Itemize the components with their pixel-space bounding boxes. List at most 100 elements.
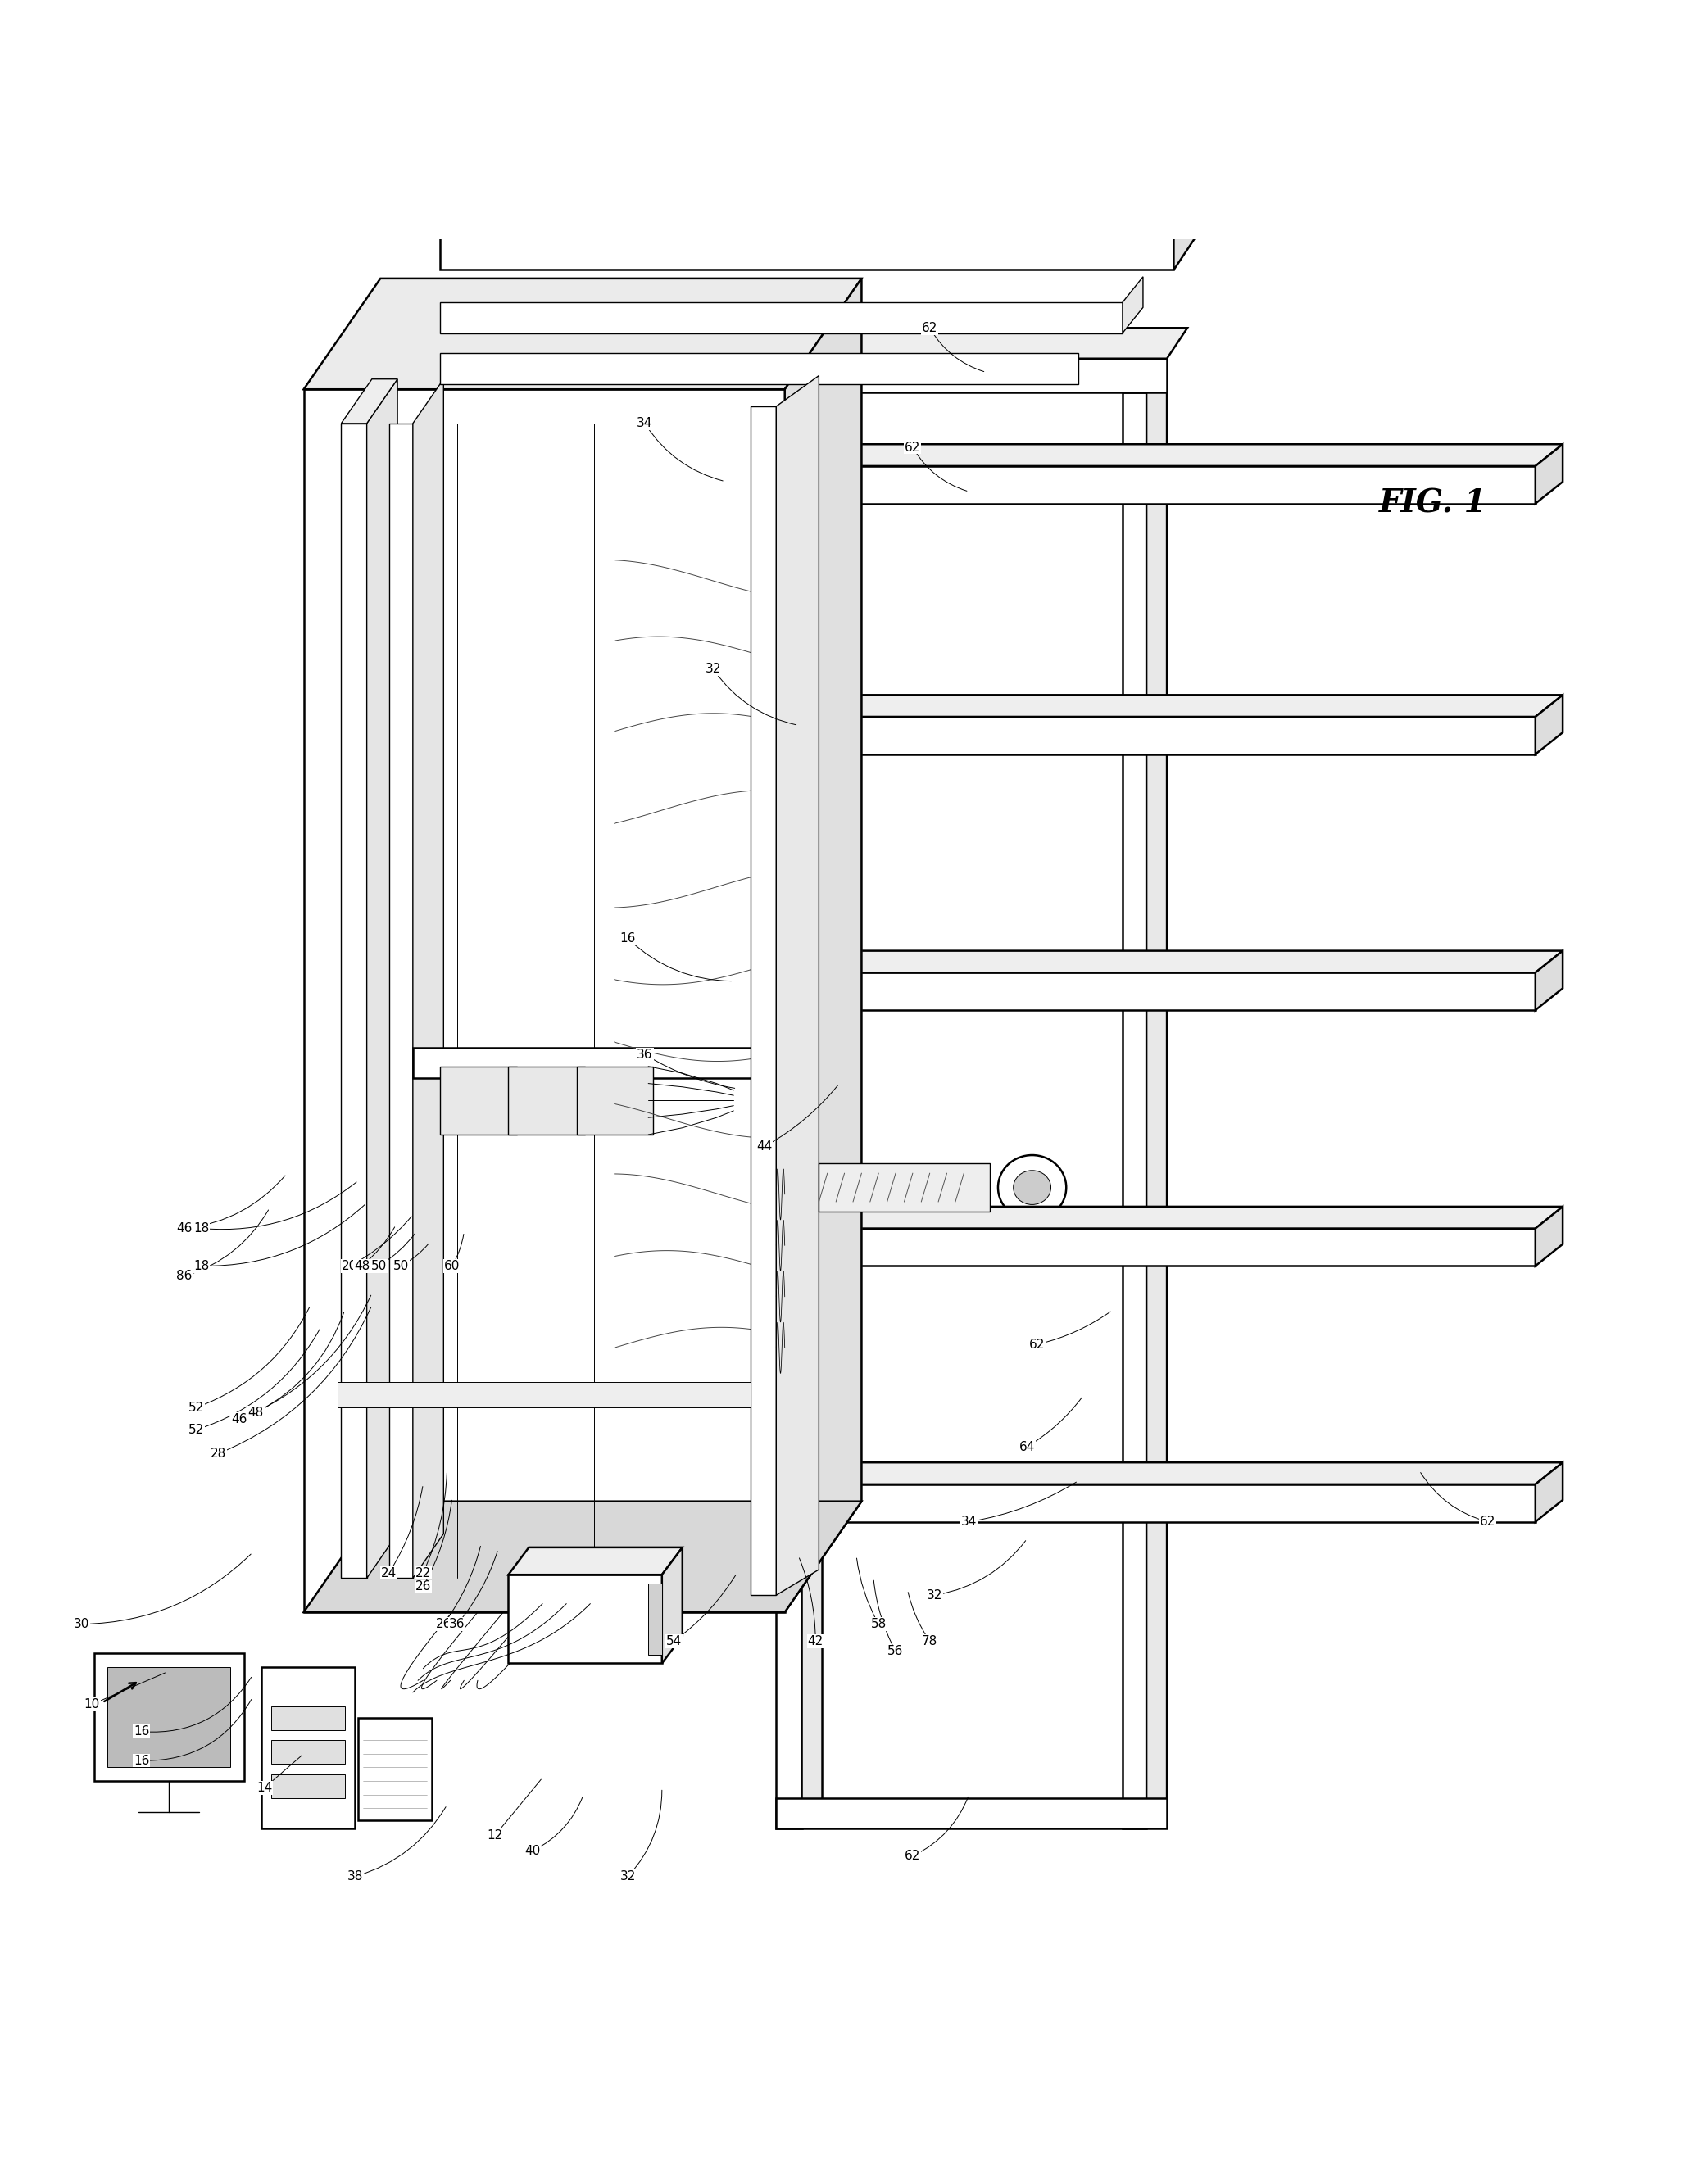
Text: 44: 44: [756, 1140, 773, 1153]
Text: 62: 62: [1029, 1339, 1046, 1350]
Polygon shape: [776, 358, 1167, 393]
Polygon shape: [271, 1773, 345, 1797]
Text: 40: 40: [524, 1845, 541, 1856]
Text: 16: 16: [619, 933, 636, 946]
Polygon shape: [304, 1500, 862, 1612]
Text: 50: 50: [392, 1260, 409, 1271]
Polygon shape: [341, 380, 397, 424]
Ellipse shape: [572, 1435, 614, 1465]
Circle shape: [522, 1603, 546, 1627]
Text: 24: 24: [380, 1566, 397, 1579]
Polygon shape: [1535, 1206, 1563, 1267]
Polygon shape: [1535, 1463, 1563, 1522]
Polygon shape: [440, 354, 1078, 384]
Text: 62: 62: [904, 1850, 921, 1863]
Polygon shape: [358, 1719, 432, 1819]
Polygon shape: [785, 277, 862, 1612]
Text: 16: 16: [133, 1725, 150, 1738]
Polygon shape: [776, 393, 802, 1828]
Polygon shape: [261, 1666, 355, 1828]
Text: 18: 18: [193, 1260, 210, 1271]
Polygon shape: [440, 232, 1174, 271]
Text: 14: 14: [256, 1782, 273, 1793]
Polygon shape: [271, 1706, 345, 1730]
Polygon shape: [781, 972, 1535, 1011]
Text: 62: 62: [921, 321, 938, 334]
Polygon shape: [304, 389, 785, 1612]
Text: 26: 26: [435, 1618, 452, 1629]
Text: 46: 46: [176, 1223, 193, 1234]
Polygon shape: [662, 1548, 682, 1664]
Polygon shape: [781, 443, 1563, 465]
Polygon shape: [440, 1066, 517, 1136]
Text: 56: 56: [887, 1645, 904, 1658]
Ellipse shape: [522, 1072, 570, 1127]
Polygon shape: [413, 1048, 759, 1079]
Polygon shape: [107, 1666, 230, 1767]
Polygon shape: [338, 1382, 751, 1406]
Polygon shape: [508, 1066, 585, 1136]
Polygon shape: [781, 465, 1535, 505]
Text: 18: 18: [193, 1223, 210, 1234]
Text: 62: 62: [1479, 1516, 1496, 1529]
Polygon shape: [508, 1575, 662, 1664]
Polygon shape: [94, 1653, 244, 1782]
Polygon shape: [440, 201, 1194, 232]
Polygon shape: [759, 1018, 802, 1079]
Text: 38: 38: [346, 1870, 363, 1883]
Polygon shape: [271, 1741, 345, 1765]
Polygon shape: [781, 716, 1535, 753]
Polygon shape: [304, 277, 862, 389]
Text: 28: 28: [210, 1448, 227, 1459]
Text: 52: 52: [188, 1424, 205, 1435]
Text: FIG. 1: FIG. 1: [1378, 487, 1488, 520]
Text: 86: 86: [176, 1271, 193, 1282]
Ellipse shape: [437, 1435, 478, 1465]
Text: 16: 16: [133, 1754, 150, 1767]
Polygon shape: [776, 328, 1187, 358]
Text: 58: 58: [870, 1618, 887, 1629]
Text: 52: 52: [188, 1402, 205, 1413]
Text: 34: 34: [636, 417, 653, 430]
Ellipse shape: [454, 1072, 503, 1127]
Polygon shape: [389, 424, 413, 1579]
Text: 48: 48: [247, 1406, 264, 1420]
Ellipse shape: [590, 1072, 638, 1127]
Polygon shape: [781, 1227, 1535, 1267]
Text: 34: 34: [960, 1516, 978, 1529]
Ellipse shape: [432, 430, 483, 467]
Ellipse shape: [568, 430, 619, 467]
Polygon shape: [776, 376, 819, 1594]
Polygon shape: [776, 1797, 1167, 1828]
Text: 64: 64: [1018, 1441, 1036, 1452]
Polygon shape: [781, 1485, 1535, 1522]
Polygon shape: [781, 950, 1563, 972]
Text: 42: 42: [807, 1636, 824, 1647]
Polygon shape: [1535, 695, 1563, 753]
Polygon shape: [440, 301, 1123, 332]
Polygon shape: [577, 1066, 653, 1136]
Polygon shape: [1535, 443, 1563, 505]
Text: 30: 30: [73, 1618, 90, 1629]
Polygon shape: [1123, 277, 1143, 332]
Polygon shape: [1123, 393, 1146, 1828]
Ellipse shape: [570, 1514, 618, 1548]
Polygon shape: [751, 406, 776, 1594]
Polygon shape: [508, 1548, 682, 1575]
Text: 36: 36: [449, 1618, 466, 1629]
Text: 36: 36: [636, 1048, 653, 1061]
Text: 10: 10: [84, 1699, 101, 1710]
Ellipse shape: [1013, 1171, 1051, 1206]
Polygon shape: [413, 380, 444, 1579]
Text: 32: 32: [926, 1590, 943, 1601]
Polygon shape: [367, 380, 397, 1579]
Text: 22: 22: [415, 1566, 432, 1579]
Polygon shape: [1146, 363, 1167, 1828]
Polygon shape: [781, 1206, 1563, 1227]
Text: 48: 48: [353, 1260, 370, 1271]
Polygon shape: [1535, 950, 1563, 1011]
Text: 60: 60: [444, 1260, 461, 1271]
Circle shape: [573, 1603, 597, 1627]
Text: 78: 78: [921, 1636, 938, 1647]
Text: 32: 32: [619, 1870, 636, 1883]
